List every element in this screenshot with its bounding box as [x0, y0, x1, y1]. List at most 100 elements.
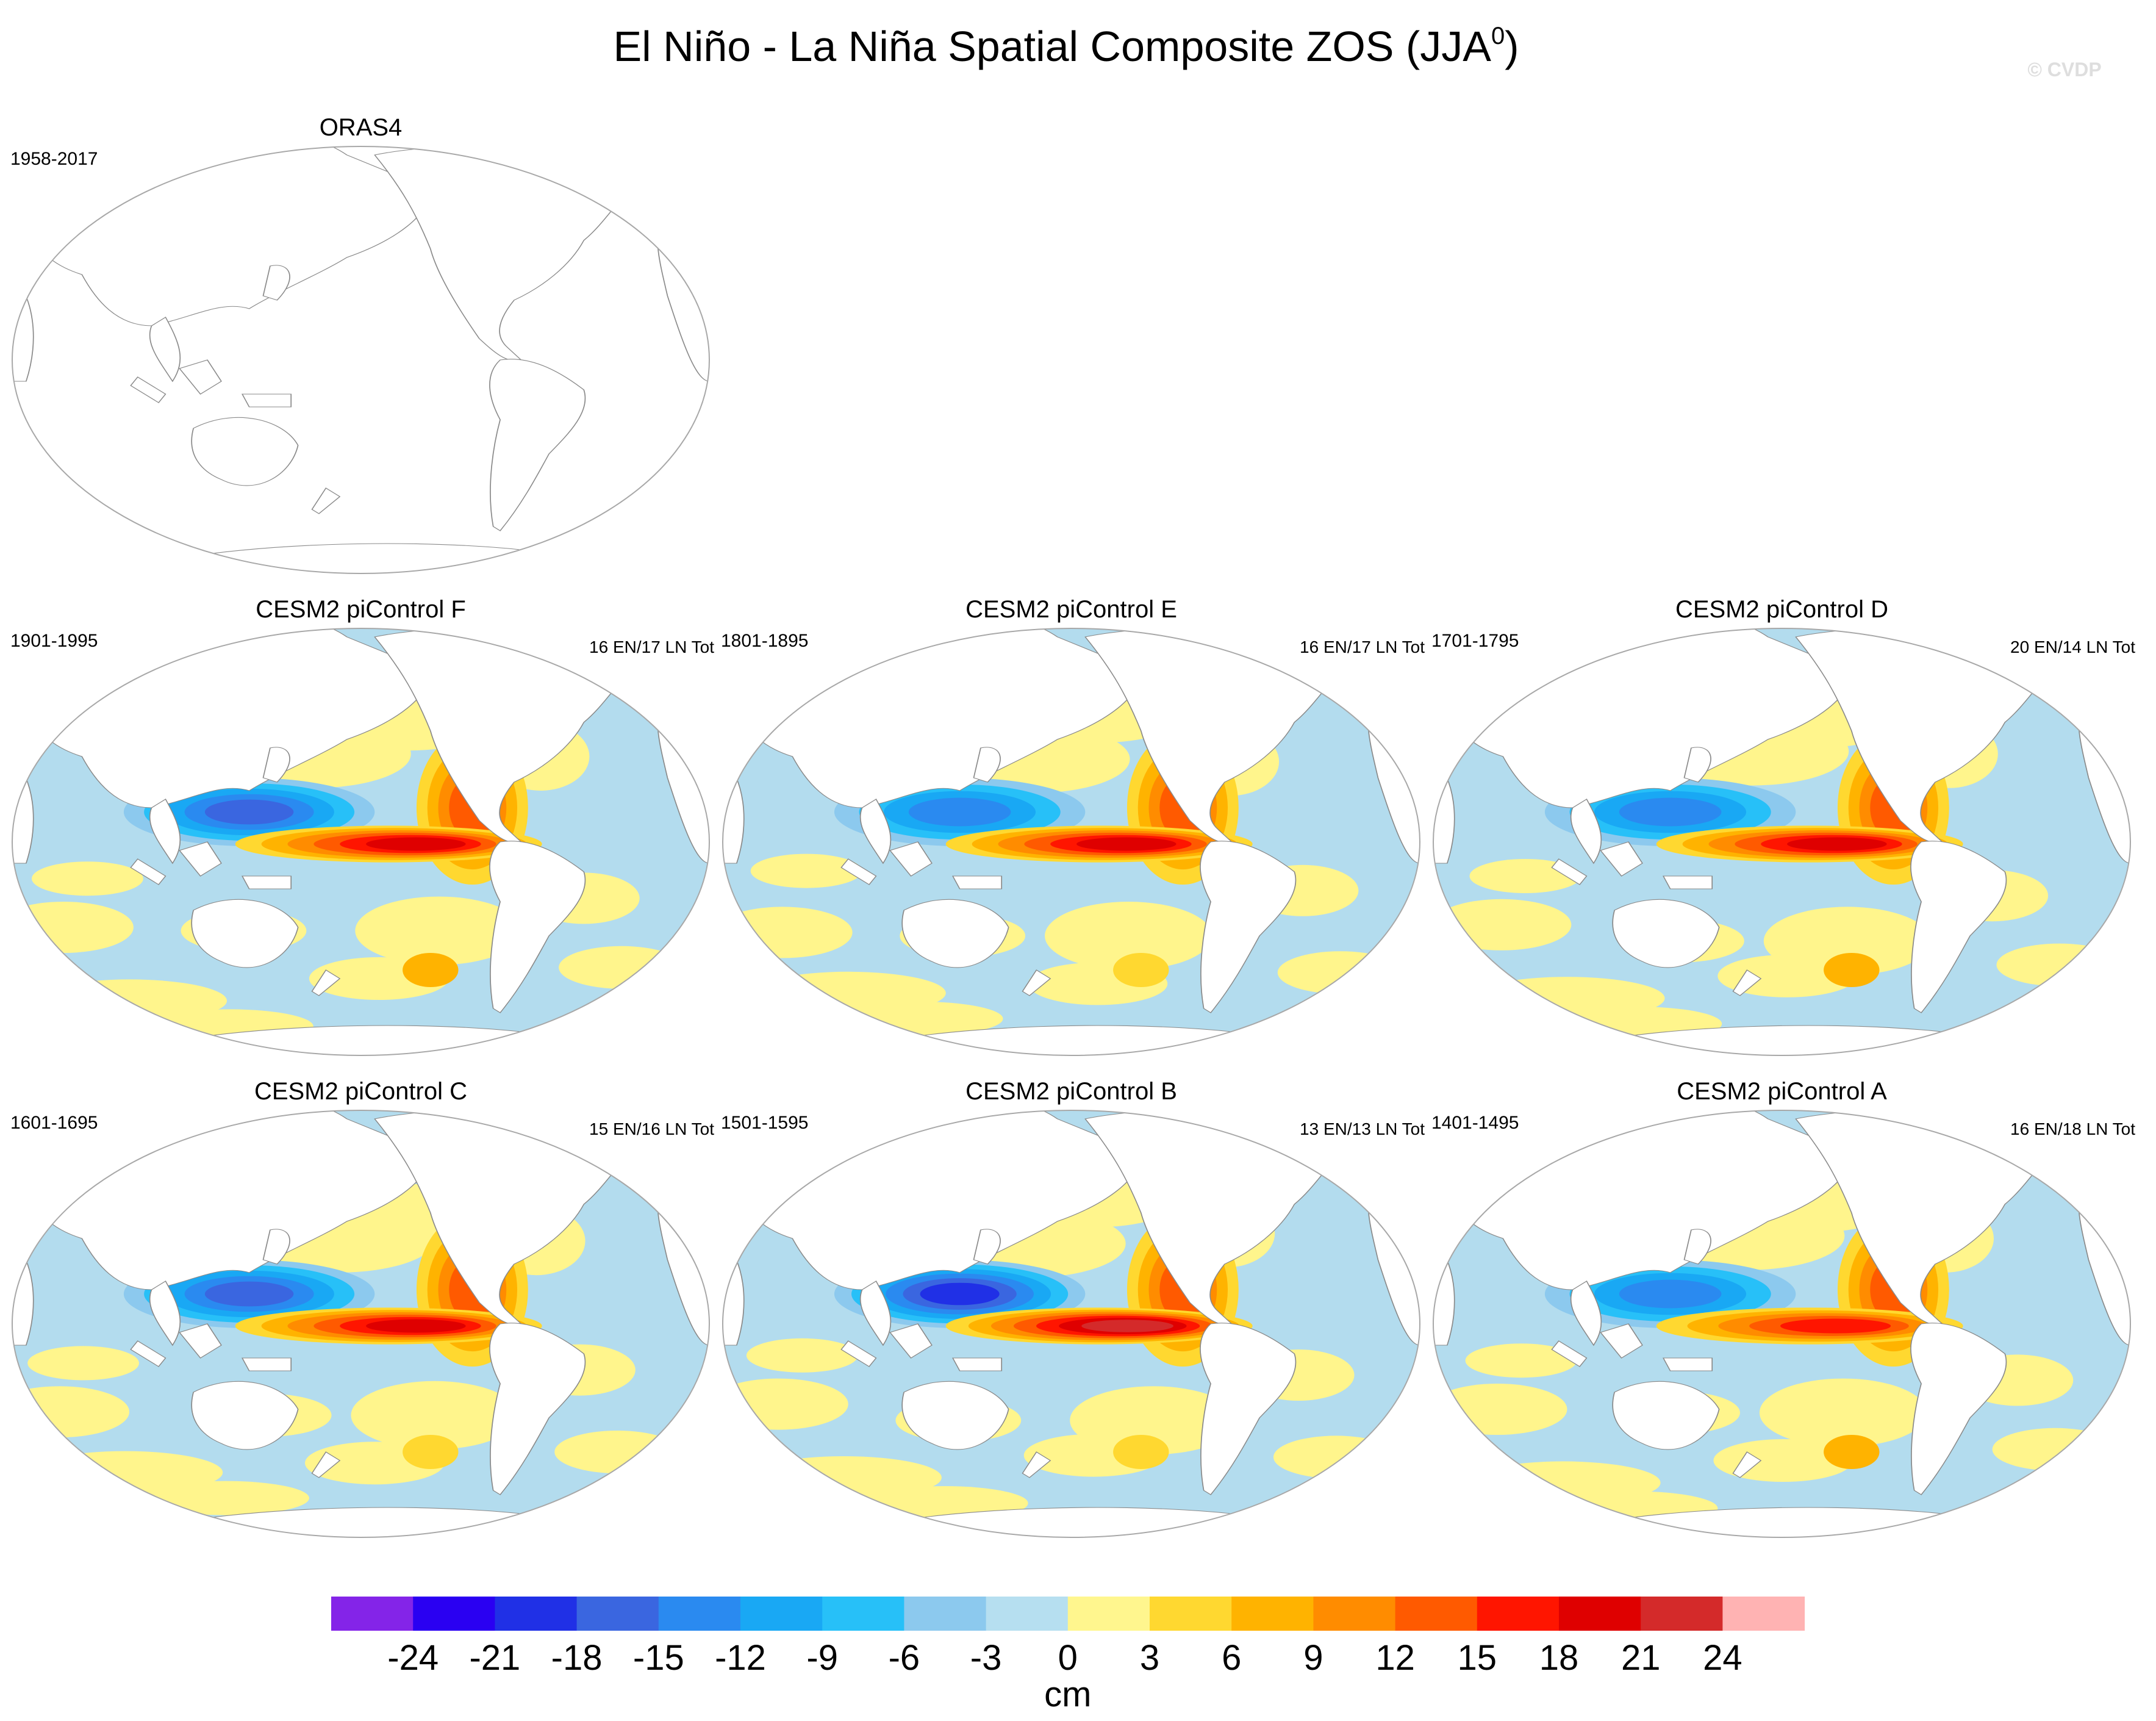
title-superscript: 0 — [1491, 23, 1505, 49]
panel-period: 1501-1595 — [721, 1113, 808, 1133]
positive-anomaly-patch — [1759, 1378, 1927, 1447]
colorbar-tick-label: -15 — [633, 1638, 684, 1678]
panel: CESM2 piControl C 1601-1695 15 EN/16 LN To… — [10, 1078, 714, 1538]
colorbar-box — [413, 1597, 495, 1631]
south-pacific-warm-blob — [1113, 1435, 1169, 1469]
panel-title: CESM2 piControl E — [965, 596, 1177, 623]
positive-anomaly-patch — [1717, 954, 1857, 997]
positive-anomaly-patch — [554, 1431, 680, 1473]
colorbar-tick-label: -18 — [551, 1638, 603, 1678]
positive-anomaly-patch — [1992, 1428, 2118, 1471]
positive-anomaly-patch — [1433, 1384, 1567, 1435]
colorbar-tick-label: 6 — [1222, 1638, 1241, 1678]
positive-anomaly-patch — [750, 853, 862, 888]
panel-event-count: 20 EN/14 LN Tot — [2010, 638, 2135, 656]
map-field — [12, 628, 709, 1055]
south-pacific-warm-blob — [403, 1435, 459, 1469]
colorbar-tick-label: 15 — [1458, 1638, 1497, 1678]
panel-title: CESM2 piControl D — [1675, 596, 1888, 623]
panel-title: ORAS4 — [320, 114, 403, 141]
colorbar-box — [822, 1597, 904, 1631]
colorbar-box — [1641, 1597, 1723, 1631]
positive-anomaly-patch — [1277, 951, 1403, 994]
colorbar-tick-label: 21 — [1621, 1638, 1661, 1678]
equatorial-positive-contour — [366, 1319, 466, 1333]
panels-group: ORAS4 1958-2017 CESM2 piControl F 1901-1995… — [10, 114, 2135, 1538]
panel-period: 1701-1795 — [1431, 631, 1519, 651]
colorbar-tick-label: 0 — [1058, 1638, 1078, 1678]
map-outline — [12, 146, 710, 574]
positive-anomaly-patch — [1996, 943, 2122, 986]
panel-title: CESM2 piControl A — [1677, 1078, 1887, 1105]
panel-period: 1401-1495 — [1431, 1113, 1519, 1133]
equatorial-positive-contour — [1076, 837, 1176, 851]
colorbar-box — [1559, 1597, 1641, 1631]
positive-anomaly-patch — [32, 861, 143, 896]
positive-anomaly-patch — [1433, 899, 1572, 950]
colorbar-box — [495, 1597, 578, 1631]
colorbar-box — [576, 1597, 659, 1631]
colorbar-tick-label: 24 — [1703, 1638, 1742, 1678]
panel-event-count: 16 EN/18 LN Tot — [2010, 1119, 2135, 1138]
colorbar-box — [1150, 1597, 1232, 1631]
colorbar-tick-label: -3 — [970, 1638, 1002, 1678]
colorbar-tick-label: -24 — [387, 1638, 439, 1678]
map-outline — [12, 1110, 710, 1538]
panel: CESM2 piControl A 1401-1495 16 EN/18 LN To… — [1431, 1078, 2135, 1538]
panel: CESM2 piControl F 1901-1995 16 EN/17 LN To… — [10, 596, 714, 1056]
equatorial-positive-contour — [1780, 1318, 1891, 1334]
panel: CESM2 piControl B 1501-1595 13 EN/13 LN To… — [721, 1078, 1425, 1538]
positive-anomaly-patch — [723, 1378, 848, 1430]
panel-event-count: 15 EN/16 LN Tot — [589, 1119, 714, 1138]
south-pacific-warm-blob — [403, 953, 459, 987]
panel-event-count: 16 EN/17 LN Tot — [1300, 638, 1425, 656]
west-pacific-negative-contour — [1619, 1279, 1722, 1309]
colorbar-tick-label: -6 — [889, 1638, 920, 1678]
panel-title: CESM2 piControl C — [254, 1078, 467, 1105]
map-field — [12, 1110, 709, 1537]
title-close: ) — [1505, 23, 1519, 70]
panel-period: 1801-1895 — [721, 631, 808, 651]
positive-anomaly-patch — [1465, 1343, 1577, 1378]
colorbar-box — [331, 1597, 414, 1631]
west-pacific-negative-contour — [1619, 797, 1722, 827]
panel-period: 1601-1695 — [10, 1113, 98, 1133]
equatorial-positive-contour — [366, 837, 466, 851]
map-field — [1433, 1110, 2130, 1537]
west-pacific-negative-contour — [908, 797, 1011, 827]
equatorial-positive-contour — [1787, 837, 1887, 851]
colorbar-tick-label: -9 — [806, 1638, 838, 1678]
colorbar-box — [740, 1597, 823, 1631]
colorbar-box — [1231, 1597, 1314, 1631]
panel-event-count: 16 EN/17 LN Tot — [589, 638, 714, 656]
positive-anomaly-patch — [1273, 1435, 1399, 1479]
map-field — [1433, 628, 2130, 1055]
positive-anomaly-patch — [723, 907, 853, 958]
colorbar-tick-label: 12 — [1375, 1638, 1415, 1678]
figure-title: El Niño - La Niña Spatial Composite ZOS … — [613, 23, 1519, 70]
positive-anomaly-patch — [1045, 902, 1212, 970]
colorbar-tick-label: 9 — [1303, 1638, 1323, 1678]
panel-period: 1958-2017 — [10, 149, 98, 169]
panel: CESM2 piControl E 1801-1895 16 EN/17 LN To… — [721, 596, 1425, 1056]
positive-anomaly-patch — [559, 946, 684, 989]
map-outline — [1433, 1110, 2131, 1538]
colorbar-box — [1722, 1597, 1805, 1631]
map-field — [723, 628, 1420, 1055]
west-pacific-negative-contour — [920, 1282, 1000, 1306]
panel-title: CESM2 piControl B — [965, 1078, 1177, 1105]
colorbar-box — [1067, 1597, 1150, 1631]
positive-anomaly-patch — [12, 902, 134, 953]
map-field — [723, 1110, 1420, 1537]
panel: ORAS4 1958-2017 — [10, 114, 710, 574]
panel: CESM2 piControl D 1701-1795 20 EN/14 LN To… — [1431, 596, 2135, 1056]
panel-period: 1901-1995 — [10, 631, 98, 651]
panel-title: CESM2 piControl F — [256, 596, 466, 623]
map-outline — [722, 1110, 1420, 1538]
map-field — [12, 146, 709, 573]
positive-anomaly-patch — [141, 1481, 309, 1515]
colorbar: -24 -21 -18 -15 -12 -9 -6 -3 0 3 6 9 12 15 18 21 24 cm — [331, 1597, 1805, 1714]
south-pacific-warm-blob — [1113, 953, 1169, 987]
colorbar-tick-label: -21 — [469, 1638, 520, 1678]
